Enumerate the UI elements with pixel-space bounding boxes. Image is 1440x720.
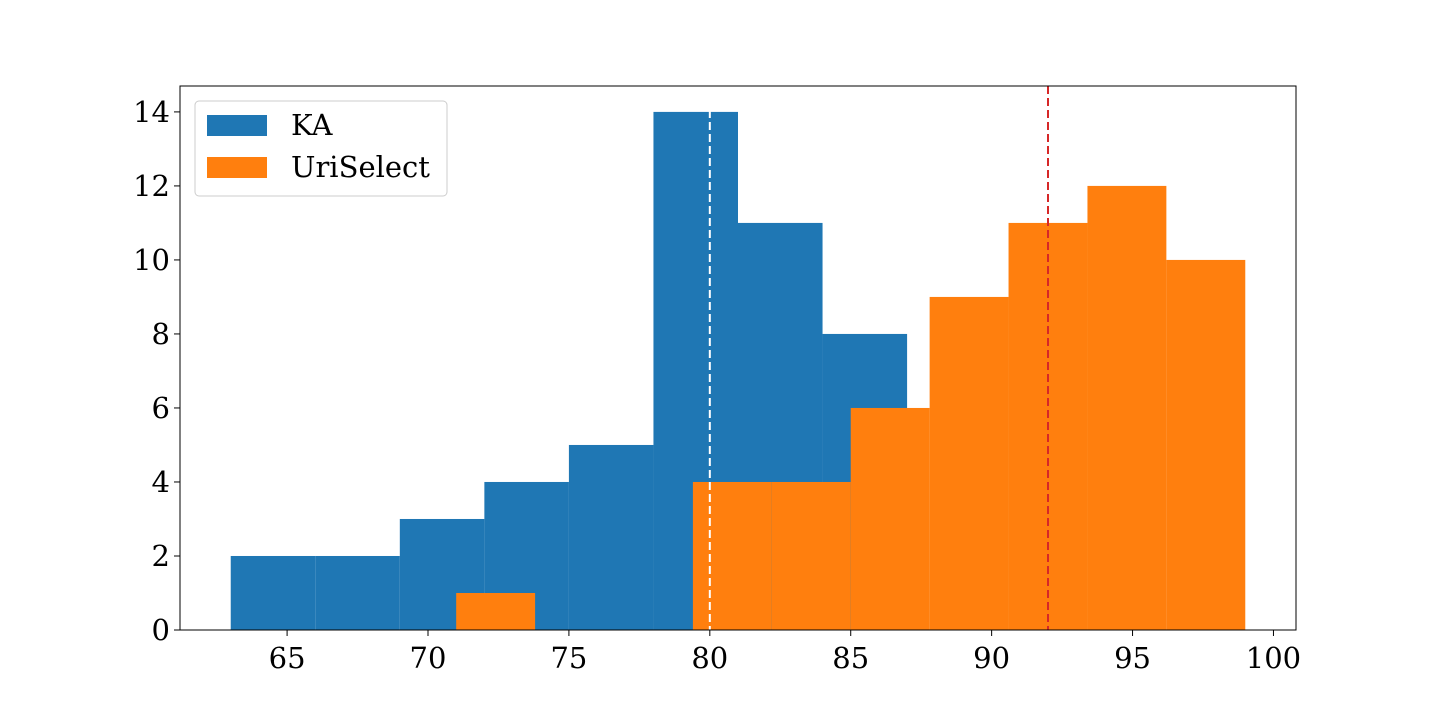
y-tick-label: 14 [133,95,170,129]
legend-label-ka: KA [291,108,333,142]
bar-ka-0 [230,555,316,630]
y-tick-label: 8 [152,317,170,351]
x-tick-label: 85 [832,641,869,675]
legend-swatch-uriselect [207,157,267,178]
y-tick-label: 10 [133,243,170,277]
bar-ka-1 [315,555,400,630]
bar-uriselect-8 [1087,185,1167,630]
x-tick-label: 100 [1246,641,1301,675]
y-tick-label: 0 [152,613,170,647]
x-tick-label: 95 [1114,641,1151,675]
bar-uriselect-0 [456,592,536,630]
x-tick-label: 80 [691,641,728,675]
reference-lines-layer [708,86,1049,630]
legend: KA UriSelect [194,100,448,197]
plot-frame [179,85,1297,631]
bars-layer [230,111,1246,630]
x-axis: 65 70 75 80 85 90 95 100 [269,630,1301,675]
legend-swatch-ka [207,115,267,136]
bar-uriselect-6 [929,296,1009,630]
y-tick-label: 12 [133,169,170,203]
y-tick-label: 6 [152,391,170,425]
y-axis: 0 2 4 6 8 10 12 14 [133,95,180,647]
bar-uriselect-3 [692,481,772,630]
bar-ka-4 [568,444,654,630]
bar-uriselect-5 [850,407,930,630]
y-tick-label: 4 [152,465,170,499]
x-tick-label: 65 [269,641,306,675]
bar-uriselect-4 [771,481,851,630]
x-tick-label: 70 [410,641,447,675]
x-tick-label: 90 [973,641,1010,675]
bar-uriselect-9 [1166,259,1246,630]
y-tick-label: 2 [152,539,170,573]
x-tick-label: 75 [550,641,587,675]
legend-label-uriselect: UriSelect [291,150,430,184]
